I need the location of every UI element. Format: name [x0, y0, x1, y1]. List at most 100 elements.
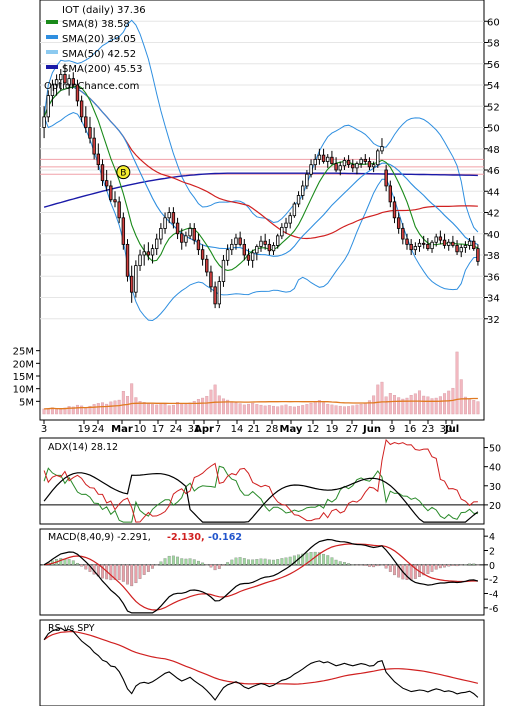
adx-tick-label: 50: [489, 444, 501, 455]
volume-bar: [334, 405, 338, 415]
volume-bar: [426, 396, 430, 415]
adx-line: [43, 472, 479, 523]
volume-bar: [284, 404, 288, 415]
candle-body: [284, 222, 288, 228]
candle-body: [388, 185, 393, 203]
volume-bar: [259, 404, 263, 415]
macd-histogram-bar: [334, 559, 338, 565]
rs-panel: [43, 627, 479, 701]
volume-bar: [267, 405, 271, 415]
volume-bar: [171, 404, 175, 415]
candle-body: [405, 238, 409, 245]
candle-body: [200, 249, 205, 260]
macd-tick-label: 4: [489, 532, 495, 543]
macd-histogram-bar: [309, 552, 313, 565]
volume-bar: [188, 402, 192, 415]
candle-body: [359, 158, 363, 165]
candle-body: [163, 217, 167, 229]
candle-body: [167, 212, 171, 219]
candle-body: [409, 243, 413, 251]
macd-histogram-bar: [368, 564, 371, 567]
macd-histogram-bar: [330, 557, 334, 565]
candle-body: [213, 286, 217, 305]
candle-body: [392, 201, 397, 219]
candle-body: [67, 78, 71, 86]
candle-body: [138, 254, 142, 267]
macd-histogram-bar: [430, 564, 434, 572]
macd-histogram-bar: [351, 564, 355, 566]
adx-panel: 20 30 40 50: [40, 438, 501, 523]
macd-signal-value: -2.130,: [167, 532, 205, 543]
volume-bar: [88, 405, 92, 415]
candle-body: [209, 271, 213, 288]
volume-bar: [71, 406, 75, 415]
x-tick-label: 27: [346, 424, 359, 435]
macd-histogram-bar: [242, 558, 246, 565]
macd-histogram-bar: [292, 555, 296, 565]
x-tick-label: 24: [170, 424, 183, 435]
volume-bar: [317, 400, 321, 415]
macd-signal-line: [44, 543, 478, 611]
plus-di-line: [43, 465, 478, 523]
macd-histogram-bar: [447, 564, 451, 567]
macd-histogram-bar: [222, 564, 225, 566]
adx-legend: ADX(14) 28.12: [48, 442, 118, 453]
candle-body: [380, 146, 384, 152]
volume-bar: [117, 399, 121, 415]
price-tick-label: 48: [487, 145, 500, 156]
candle-body: [309, 164, 313, 175]
volume-bar: [409, 395, 413, 415]
sma200-line: [43, 172, 478, 208]
candle-body: [342, 160, 347, 167]
macd-histogram-bar: [138, 564, 142, 579]
macd-histogram-bar: [226, 562, 230, 565]
macd-histogram-bar: [146, 564, 150, 572]
volume-bar: [459, 379, 463, 415]
volume-bar: [372, 395, 376, 415]
volume-bar: [380, 381, 384, 415]
volume-bar: [367, 400, 371, 415]
macd-tick-label: -6: [489, 604, 498, 615]
macd-histogram-bar: [251, 559, 255, 565]
macd-histogram-bar: [259, 558, 263, 565]
macd-histogram-bar: [76, 562, 79, 565]
candle-body: [175, 222, 180, 235]
macd-histogram-bar: [247, 559, 250, 565]
candle-body: [326, 156, 330, 162]
volume-bar: [42, 408, 46, 415]
candle-body: [292, 203, 297, 217]
macd-histogram-bar: [443, 564, 446, 568]
volume-tick-label: 10M: [13, 385, 34, 396]
macd-histogram-bar: [163, 558, 167, 565]
candle-body: [75, 84, 80, 102]
candle-body: [250, 252, 255, 261]
candle-body: [338, 165, 342, 171]
candle-body: [84, 116, 88, 128]
macd-histogram-bar: [263, 558, 267, 565]
candle-body: [92, 137, 96, 155]
candle-body: [238, 237, 242, 245]
candle-body: [463, 245, 468, 248]
volume-bar: [476, 401, 480, 415]
macd-histogram-bar: [151, 564, 154, 569]
candle-body: [413, 246, 418, 251]
candle-body: [317, 154, 322, 160]
volume-bar: [463, 396, 467, 415]
volume-bar: [151, 404, 155, 415]
volume-bar: [388, 393, 392, 415]
macd-histogram-bar: [196, 560, 200, 565]
volume-bar: [121, 391, 125, 415]
volume-bar: [67, 406, 71, 415]
macd-tick-label: -2: [489, 575, 498, 586]
candle-body: [296, 195, 301, 205]
volume-bar: [80, 405, 84, 415]
x-tick-label: 14: [231, 424, 244, 435]
candle-body: [113, 199, 117, 203]
volume-bar: [342, 406, 346, 415]
volume-bar: [221, 398, 225, 415]
candle-body: [171, 212, 176, 224]
x-tick-label: Jun: [362, 424, 381, 435]
macd-histogram-bar: [184, 558, 188, 565]
signal-marker: [116, 165, 131, 180]
